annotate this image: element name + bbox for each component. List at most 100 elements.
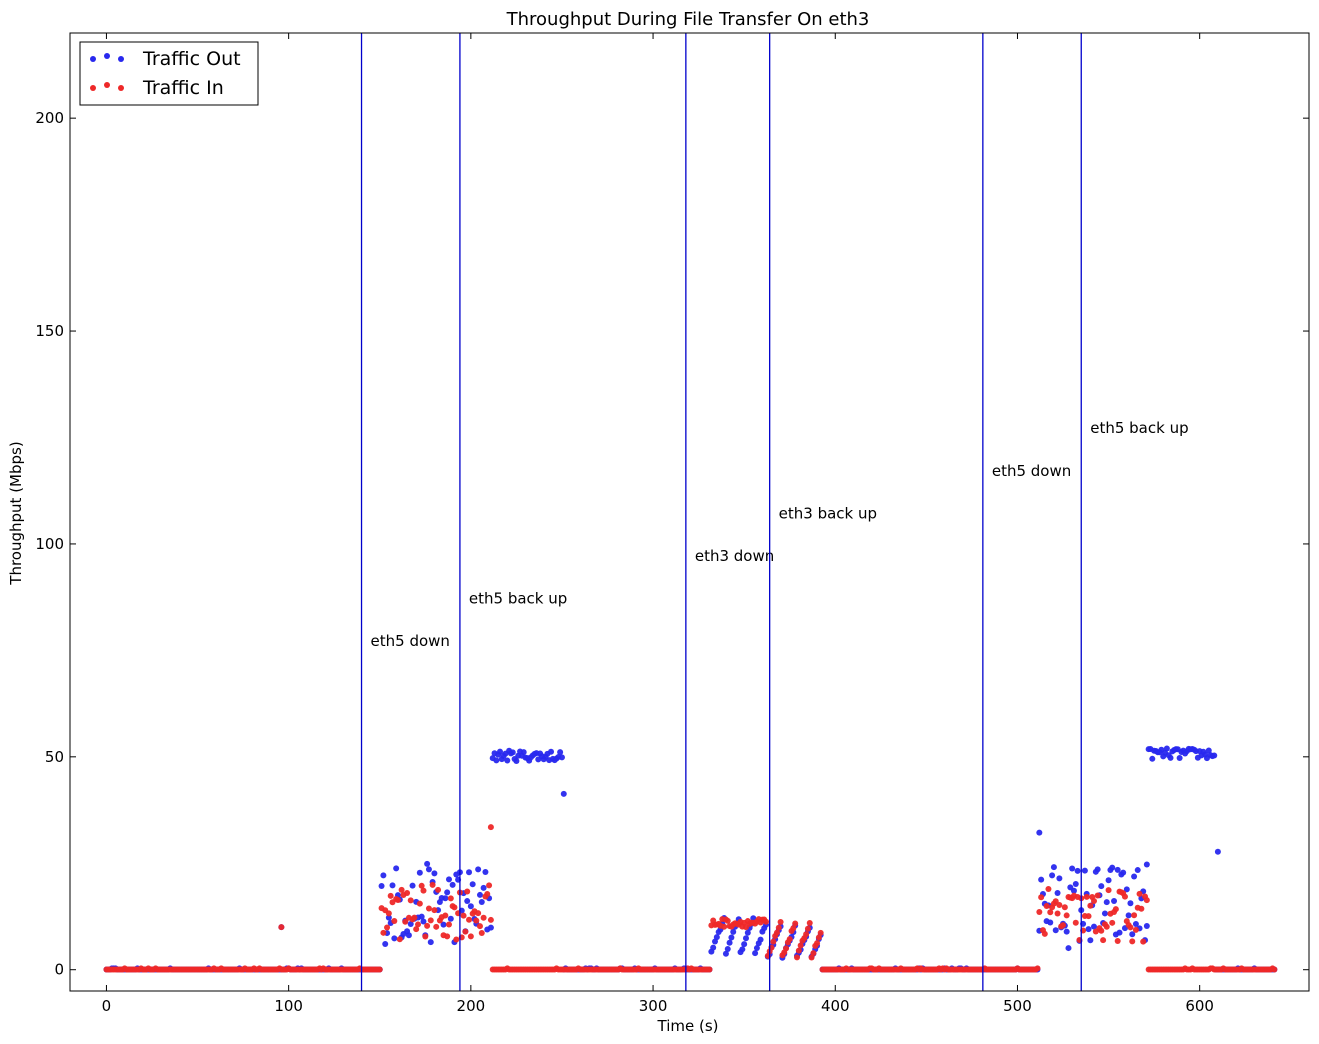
data-point xyxy=(557,749,564,756)
data-point xyxy=(480,914,487,921)
legend-dot xyxy=(118,85,124,91)
data-point xyxy=(1211,752,1218,759)
data-point xyxy=(460,912,467,919)
legend-label: Traffic In xyxy=(142,77,224,99)
legend-dot xyxy=(104,82,110,88)
data-point xyxy=(445,921,452,928)
data-point xyxy=(486,882,493,889)
y-axis-label: Throughput (Mbps) xyxy=(7,441,25,585)
data-point xyxy=(752,950,759,957)
data-point xyxy=(1103,899,1110,906)
data-point xyxy=(1123,886,1130,893)
data-point xyxy=(1125,912,1132,919)
data-point xyxy=(464,888,471,895)
data-point xyxy=(476,923,483,930)
data-point xyxy=(1087,902,1094,909)
data-point xyxy=(469,881,476,888)
data-point xyxy=(416,900,423,907)
data-point xyxy=(1127,924,1134,931)
data-point xyxy=(427,939,434,946)
legend-marker xyxy=(90,53,124,62)
legend: Traffic Out Traffic In xyxy=(79,41,259,106)
data-point xyxy=(713,934,720,941)
data-point xyxy=(786,936,793,943)
data-point xyxy=(1060,922,1067,929)
data-point xyxy=(447,915,454,922)
data-point xyxy=(744,929,751,936)
data-point xyxy=(1056,901,1063,908)
data-point xyxy=(1205,747,1212,754)
data-point xyxy=(513,758,520,765)
data-point xyxy=(548,748,555,755)
data-point xyxy=(797,942,804,949)
data-point xyxy=(1054,890,1061,897)
data-point xyxy=(1052,898,1059,905)
data-point xyxy=(1100,937,1107,944)
data-point xyxy=(1056,875,1063,882)
data-point xyxy=(389,882,396,889)
data-point xyxy=(1074,867,1081,874)
plot-area: eth5 down eth5 back up eth3 down eth3 back … xyxy=(35,32,1310,1015)
data-point xyxy=(396,936,403,943)
x-tick-label: 200 xyxy=(457,997,486,1015)
data-point xyxy=(1109,864,1116,871)
data-point xyxy=(1111,897,1118,904)
data-point xyxy=(1114,866,1121,873)
data-point xyxy=(405,932,412,939)
data-point xyxy=(1109,919,1116,926)
data-point xyxy=(739,946,746,953)
data-point xyxy=(1138,905,1145,912)
data-point xyxy=(814,940,821,947)
legend-dot xyxy=(104,53,110,59)
data-point xyxy=(1087,937,1094,944)
data-point xyxy=(790,925,797,932)
data-point xyxy=(1034,965,1041,972)
data-point xyxy=(1052,927,1059,934)
event-label: eth5 down xyxy=(371,632,450,650)
data-point xyxy=(416,869,423,876)
data-point xyxy=(387,892,394,899)
data-point xyxy=(1101,910,1108,917)
event-label: eth5 back up xyxy=(1090,419,1188,437)
data-point xyxy=(487,824,494,831)
data-point xyxy=(413,926,420,933)
data-point xyxy=(473,917,480,924)
data-point xyxy=(1143,923,1150,930)
x-tick-label: 300 xyxy=(639,997,668,1015)
data-point xyxy=(1090,923,1097,930)
data-point xyxy=(1070,887,1077,894)
data-point xyxy=(391,918,398,925)
data-point xyxy=(1136,890,1143,897)
data-point xyxy=(1049,872,1056,879)
data-point xyxy=(730,928,737,935)
data-point xyxy=(706,966,713,973)
data-point xyxy=(815,934,822,941)
data-point xyxy=(520,749,527,756)
x-tick-label: 0 xyxy=(102,997,112,1015)
y-tick-label: 50 xyxy=(45,748,64,766)
y-tick-label: 150 xyxy=(35,322,64,340)
data-point xyxy=(444,889,451,896)
data-point xyxy=(1105,887,1112,894)
data-point xyxy=(394,897,401,904)
data-point xyxy=(1114,937,1121,944)
data-point xyxy=(1131,873,1138,880)
data-point xyxy=(741,941,748,948)
data-point xyxy=(1149,755,1156,762)
data-point xyxy=(497,748,504,755)
data-point xyxy=(393,865,400,872)
data-point xyxy=(1063,928,1070,935)
data-point xyxy=(1085,913,1092,920)
data-point xyxy=(1081,867,1088,874)
data-point xyxy=(466,916,473,923)
data-point xyxy=(810,950,817,957)
data-point xyxy=(415,921,422,928)
data-point xyxy=(487,924,494,931)
data-point xyxy=(422,933,429,940)
data-point xyxy=(442,895,449,902)
data-point xyxy=(378,882,385,889)
data-point xyxy=(1036,909,1043,916)
x-tick-label: 100 xyxy=(274,997,303,1015)
data-point xyxy=(402,918,409,925)
data-point xyxy=(804,925,811,932)
